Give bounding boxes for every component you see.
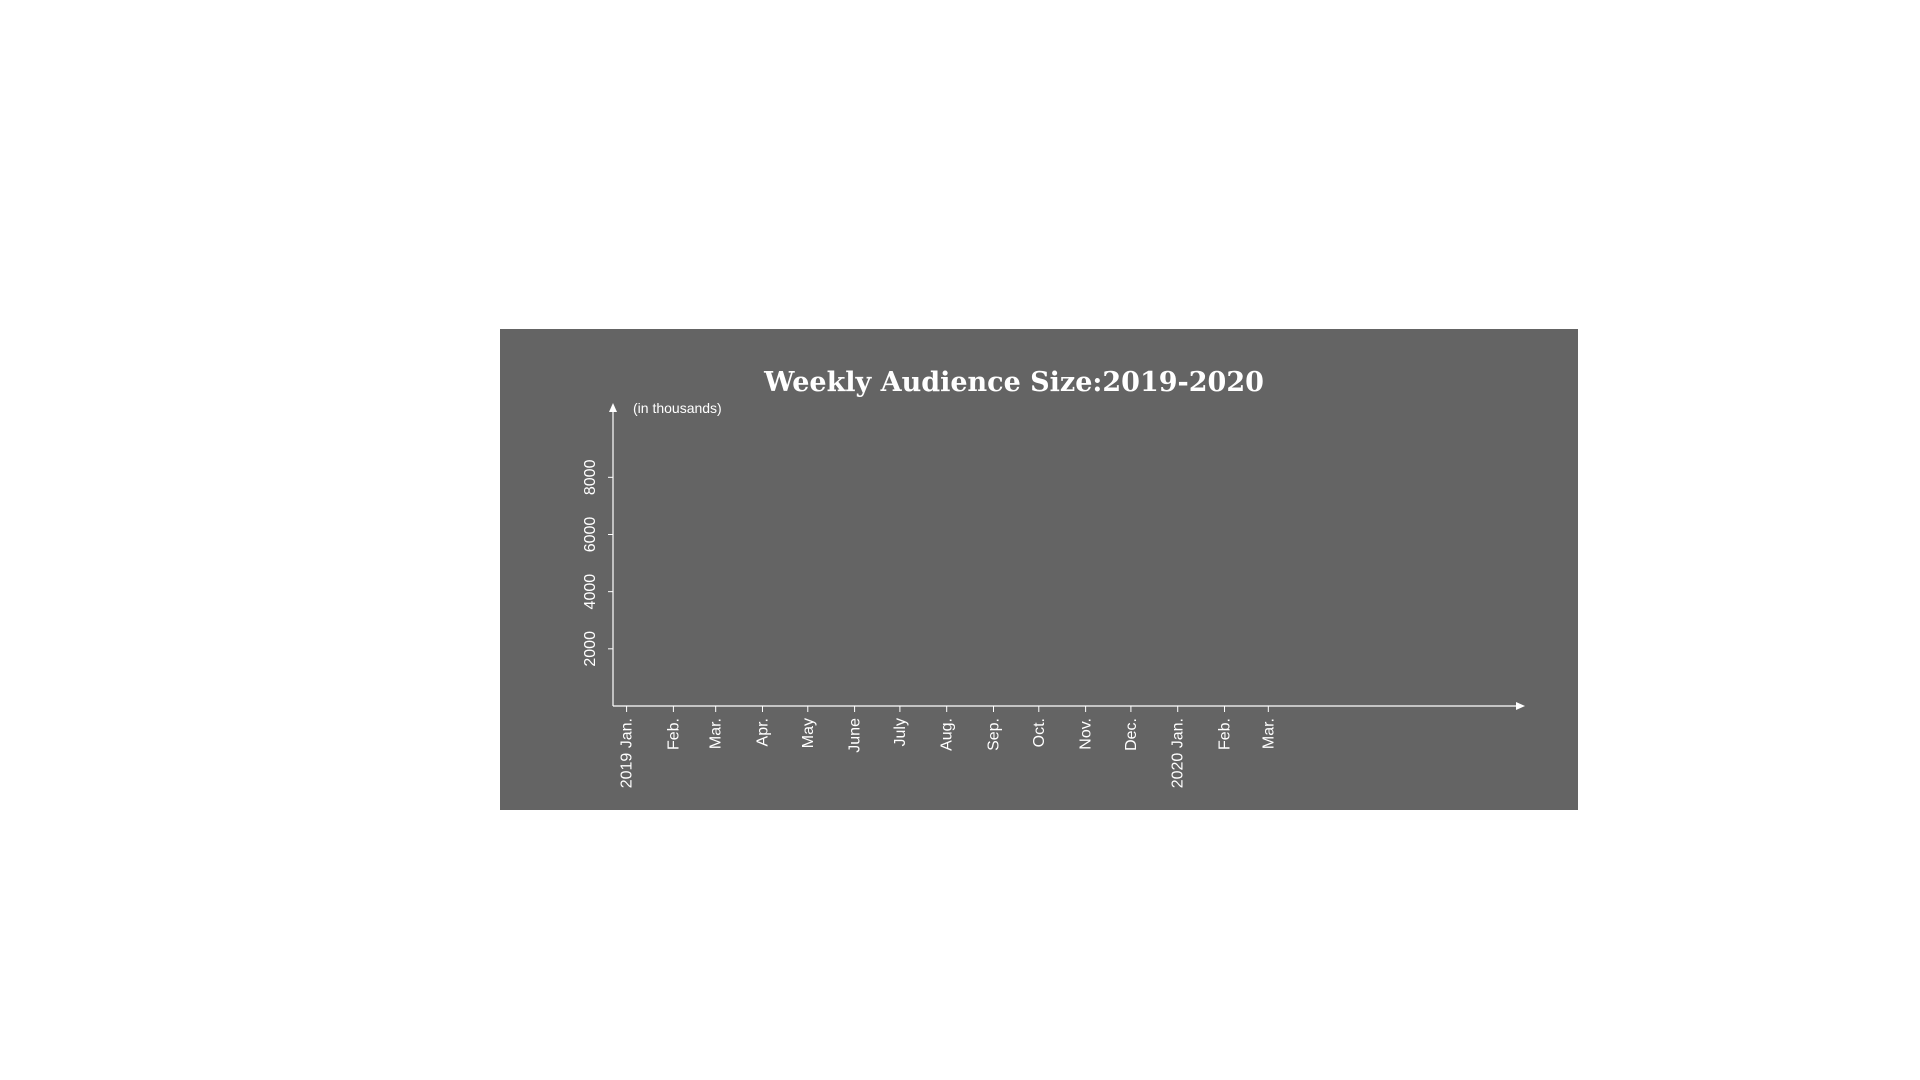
y-axis-arrow [609, 403, 617, 412]
x-tick-label: Dec. [1123, 718, 1140, 751]
x-tick-label: Nov. [1078, 718, 1095, 750]
x-tick-label: Mar. [1260, 718, 1277, 749]
x-tick-label: 2020 Jan. [1170, 718, 1187, 788]
y-tick-label: 8000 [582, 459, 599, 495]
ticks: 2000 4000 6000 8000 2019 Jan. Feb. Mar. Apr. May… [582, 459, 1277, 788]
x-tick-label: Aug. [939, 718, 956, 751]
y-tick-label: 2000 [582, 631, 599, 667]
x-tick-label: Mar. [708, 718, 725, 749]
x-tick-label: Apr. [754, 718, 771, 746]
x-tick-label: July [892, 718, 909, 746]
x-tick-label: Feb. [1217, 718, 1234, 750]
y-tick-label: 6000 [582, 517, 599, 553]
x-tick-label: Oct. [1031, 718, 1048, 747]
x-tick-label: May [800, 718, 817, 748]
y-tick-label: 4000 [582, 574, 599, 610]
y-axis-unit-label: (in thousands) [633, 400, 722, 416]
axes [609, 403, 1525, 710]
x-tick-label: June [847, 718, 864, 753]
chart-panel: Weekly Audience Size:2019-2020 2000 4000 6… [500, 329, 1578, 810]
x-tick-label: Feb. [665, 718, 682, 750]
chart-title: Weekly Audience Size:2019-2020 [764, 367, 1264, 398]
x-tick-label: 2019 Jan. [619, 718, 636, 788]
x-tick-label: Sep. [986, 718, 1003, 751]
chart-canvas: 2000 4000 6000 8000 2019 Jan. Feb. Mar. Apr. May… [582, 400, 1525, 788]
x-axis-arrow [1516, 702, 1525, 710]
